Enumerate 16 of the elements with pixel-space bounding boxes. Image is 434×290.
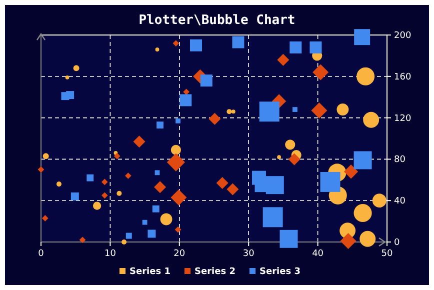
x-tick-label: 10 [104,249,116,259]
x-tick-label: 40 [312,249,324,259]
legend-label: Series 3 [260,267,300,277]
y-tick-label: 160 [394,72,412,82]
y-tick-label: 40 [394,196,406,207]
chart-title: Plotter\Bubble Chart [138,13,296,28]
y-tick-label: 80 [394,155,406,166]
legend-label: Series 2 [194,267,236,277]
y-tick-label: 0 [394,238,400,248]
x-tick-label: 50 [381,249,393,259]
y-tick-label: 200 [394,31,412,41]
legend-label: Series 1 [130,267,170,277]
x-tick-label: 30 [242,249,255,259]
x-tick-label: 0 [38,249,44,259]
y-tick-label: 120 [394,114,412,124]
x-tick-label: 20 [174,249,186,259]
